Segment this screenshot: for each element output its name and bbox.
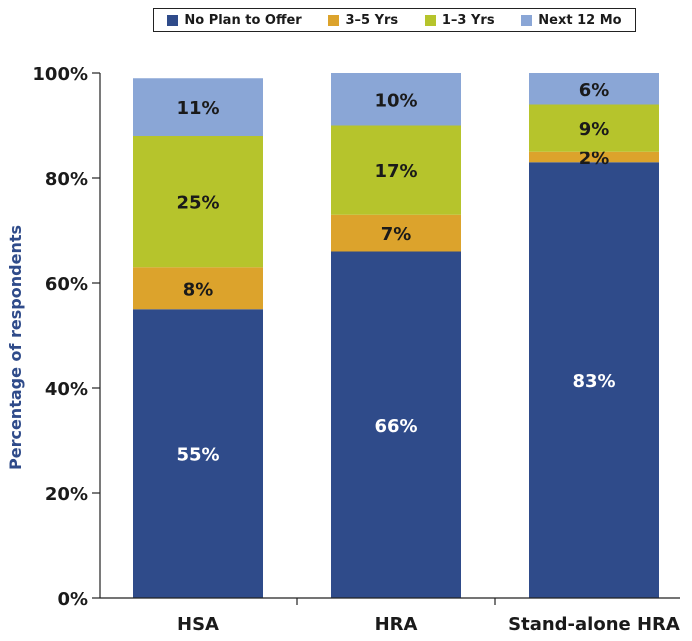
- legend-label: Next 12 Mo: [538, 12, 622, 28]
- y-tick-label: 40%: [45, 379, 88, 400]
- bar-segment: [133, 309, 263, 598]
- legend-swatch-1-3-yrs: [424, 14, 436, 26]
- data-label: 10%: [374, 90, 417, 111]
- legend-item: 1–3 Yrs: [424, 12, 495, 28]
- bar-segment: [529, 104, 659, 152]
- data-label: 8%: [183, 279, 214, 300]
- y-axis-title: Percentage of respondents: [6, 225, 25, 470]
- bar-segment: [529, 73, 659, 105]
- y-tick-label: 100%: [32, 64, 88, 85]
- data-label: 17%: [374, 161, 417, 182]
- x-category-label: HRA: [375, 614, 418, 635]
- bar-segment: [133, 78, 263, 136]
- bar-segment: [331, 73, 461, 126]
- y-tick-label: 60%: [45, 274, 88, 295]
- legend: No Plan to Offer 3–5 Yrs 1–3 Yrs Next 12…: [153, 8, 636, 32]
- legend-label: No Plan to Offer: [184, 12, 302, 28]
- x-category-label: Stand-alone HRA: [508, 614, 680, 635]
- data-label: 55%: [176, 445, 219, 466]
- bar-segment: [331, 125, 461, 215]
- x-category-label: HSA: [177, 614, 219, 635]
- data-label: 6%: [579, 80, 610, 101]
- data-label: 11%: [176, 98, 219, 119]
- legend-label: 3–5 Yrs: [345, 12, 399, 28]
- legend-item: No Plan to Offer: [167, 12, 302, 28]
- bar-segment: [529, 162, 659, 598]
- bar-segment: [331, 214, 461, 252]
- data-label: 7%: [381, 224, 412, 245]
- data-label: 2%: [579, 148, 610, 169]
- legend-swatch-next-12-mo: [521, 14, 533, 26]
- legend-item: Next 12 Mo: [521, 12, 622, 28]
- legend-label: 1–3 Yrs: [441, 12, 495, 28]
- legend-swatch-no-plan: [167, 14, 179, 26]
- legend-swatch-3-5-yrs: [328, 14, 340, 26]
- data-label: 9%: [579, 119, 610, 140]
- data-label: 66%: [374, 416, 417, 437]
- bar-segment: [529, 151, 659, 163]
- data-label: 83%: [572, 371, 615, 392]
- legend-item: 3–5 Yrs: [328, 13, 398, 28]
- y-tick-label: 20%: [45, 484, 88, 505]
- data-label: 25%: [176, 193, 219, 214]
- y-tick-label: 0%: [57, 589, 88, 610]
- bar-segment: [133, 267, 263, 310]
- bar-segment: [331, 251, 461, 598]
- bar-segment: [133, 136, 263, 268]
- y-tick-label: 80%: [45, 169, 88, 190]
